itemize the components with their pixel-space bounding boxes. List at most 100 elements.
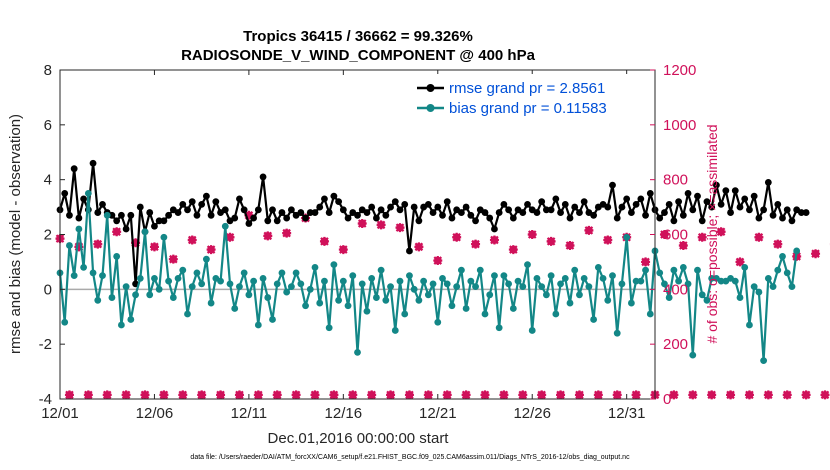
- bias-point: [424, 291, 432, 299]
- y-right-tick-label: 1000: [663, 117, 696, 134]
- rmse-point: [113, 217, 121, 225]
- rmse-point: [731, 187, 739, 195]
- rmse-point: [533, 209, 541, 216]
- obs-assimilated-marker: [234, 390, 244, 400]
- bias-point: [547, 272, 555, 280]
- obs-count-point: [480, 390, 490, 400]
- bias-point: [580, 274, 588, 282]
- bias-point: [609, 272, 616, 280]
- obs-assimilated-marker: [121, 390, 131, 400]
- bias-point: [226, 280, 234, 288]
- rmse-point: [590, 211, 598, 219]
- bias-point: [552, 310, 560, 318]
- obs-assimilated-marker: [565, 240, 575, 250]
- obs-assimilated-marker: [584, 225, 594, 235]
- rmse-point: [670, 217, 678, 225]
- obs-count-point: [319, 236, 329, 246]
- rmse-point: [505, 206, 513, 214]
- obs-assimilated-marker: [735, 257, 745, 267]
- rmse-point: [316, 203, 324, 211]
- obs-assimilated-marker: [102, 390, 112, 400]
- obs-assimilated-marker: [442, 390, 452, 400]
- rmse-point: [424, 200, 432, 208]
- obs-assimilated-marker: [452, 232, 462, 242]
- obs-assimilated-marker: [754, 232, 764, 242]
- legend-rmse-marker: [426, 84, 435, 92]
- obs-assimilated-marker: [348, 390, 358, 400]
- rmse-point: [354, 211, 361, 219]
- obs-assimilated-marker: [225, 232, 235, 242]
- y-left-tick-label: 2: [44, 227, 52, 244]
- x-axis-ticks: 12/01 12/06 12/11 12/16 12/21 12/26 12/31: [41, 70, 645, 422]
- obs-assimilated-marker: [329, 390, 339, 400]
- rmse-point: [646, 189, 654, 197]
- bias-point: [287, 283, 295, 290]
- obs-assimilated-marker: [726, 390, 736, 400]
- bias-point: [269, 316, 276, 323]
- obs-assimilated-marker: [697, 232, 707, 242]
- bias-point: [637, 277, 645, 285]
- rmse-point: [250, 214, 258, 222]
- obs-assimilated-marker: [197, 390, 207, 400]
- bias-point: [599, 274, 607, 282]
- rmse-point: [434, 203, 442, 211]
- y-right-tick-label: 200: [663, 336, 688, 353]
- rmse-point: [519, 209, 527, 216]
- rmse-point: [797, 209, 805, 216]
- obs-assimilated-marker: [206, 245, 216, 255]
- obs-count-point: [216, 390, 226, 400]
- x-tick-label: 12/01: [41, 405, 79, 422]
- rmse-point: [760, 206, 768, 214]
- bias-point: [528, 327, 536, 334]
- obs-assimilated-marker: [763, 390, 773, 400]
- rmse-point: [779, 214, 786, 222]
- rmse-point: [632, 200, 640, 208]
- bias-point: [66, 242, 73, 249]
- obs-assimilated-marker: [688, 390, 698, 400]
- obs-count-point: [471, 239, 481, 249]
- x-tick-label: 12/06: [136, 405, 174, 422]
- x-tick-label: 12/16: [325, 405, 363, 422]
- rmse-point: [472, 217, 479, 225]
- rmse-point: [278, 209, 286, 216]
- rmse-point: [486, 214, 494, 222]
- rmse-point: [127, 211, 135, 219]
- rmse-point: [410, 203, 418, 211]
- rmse-point: [613, 214, 621, 222]
- bias-point: [661, 280, 668, 288]
- rmse-point: [661, 209, 668, 216]
- bias-point: [231, 305, 239, 312]
- bias-point: [439, 274, 446, 282]
- rmse-point: [689, 206, 697, 214]
- rmse-point: [642, 211, 649, 219]
- y-axis-left-ticks: -4 -2 0 2 4 6 8: [39, 62, 65, 408]
- bias-point: [283, 288, 291, 296]
- rmse-point: [283, 214, 291, 222]
- obs-assimilated-marker: [131, 238, 141, 248]
- bias-point: [571, 266, 579, 274]
- rmse-point: [764, 179, 772, 186]
- bias-point: [519, 283, 527, 290]
- obs-count-point: [707, 390, 717, 400]
- bias-point: [717, 277, 725, 285]
- bias-point: [382, 296, 390, 304]
- obs-count-point: [744, 390, 754, 400]
- obs-count-point: [726, 390, 736, 400]
- obs-assimilated-marker: [811, 249, 821, 259]
- rmse-point: [264, 217, 272, 225]
- bias-point: [443, 280, 451, 288]
- rmse-point: [80, 195, 88, 203]
- obs-count-point: [149, 242, 159, 252]
- bias-point: [542, 291, 550, 299]
- rmse-point: [684, 189, 692, 197]
- bias-point: [184, 310, 191, 318]
- obs-assimilated-marker: [489, 235, 499, 245]
- rmse-point: [221, 206, 229, 214]
- bias-point: [495, 324, 503, 332]
- bias-point: [207, 299, 215, 307]
- y-left-tick-label: 0: [44, 281, 52, 298]
- bias-point: [264, 294, 272, 301]
- bias-point: [665, 294, 673, 301]
- obs-count-point: [565, 240, 575, 250]
